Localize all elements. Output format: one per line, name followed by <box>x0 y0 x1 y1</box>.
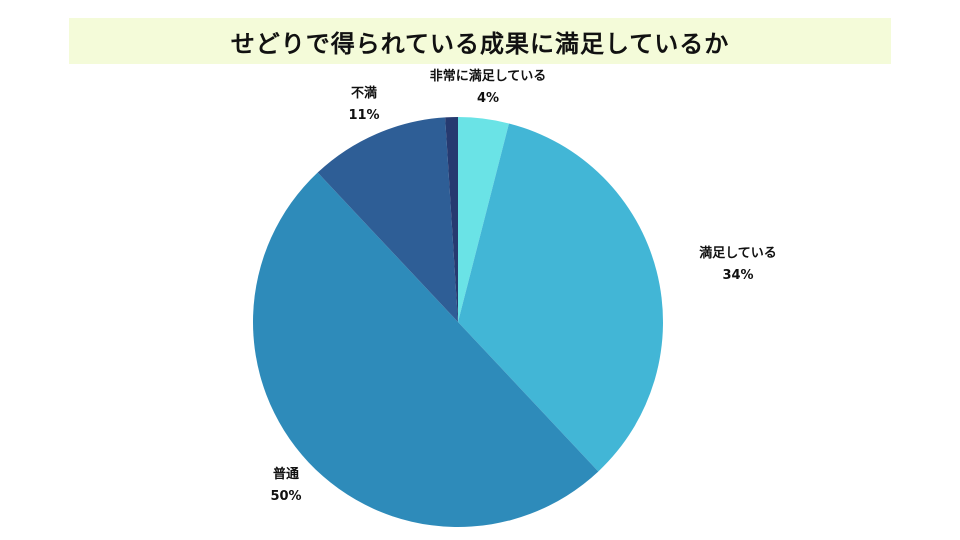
pie-slice-4 <box>317 117 458 323</box>
slice-category-label-3: 普通 <box>273 466 299 482</box>
chart-title: せどりで得られている成果に満足しているか <box>230 29 730 58</box>
pie-slice-3 <box>253 172 599 527</box>
slice-category-label-2: 満足している <box>699 245 777 261</box>
pie-slice-2 <box>458 123 663 472</box>
slice-category-label-4: 不満 <box>351 85 377 101</box>
pie-slices <box>253 117 663 527</box>
slice-value-label-1: 4% <box>477 91 499 106</box>
slice-value-label-4: 11% <box>348 108 379 123</box>
pie-slice-1 <box>458 117 509 322</box>
chart-title-bar: せどりで得られている成果に満足しているか <box>69 18 891 64</box>
slice-value-label-2: 34% <box>722 268 753 283</box>
pie-slice-5 <box>445 117 458 322</box>
pie-labels: 非常に満足している 4% 満足している 34% 普通 50% 不満 11% <box>270 68 776 504</box>
slice-category-label-1: 非常に満足している <box>430 68 547 84</box>
slice-value-label-3: 50% <box>270 489 301 504</box>
